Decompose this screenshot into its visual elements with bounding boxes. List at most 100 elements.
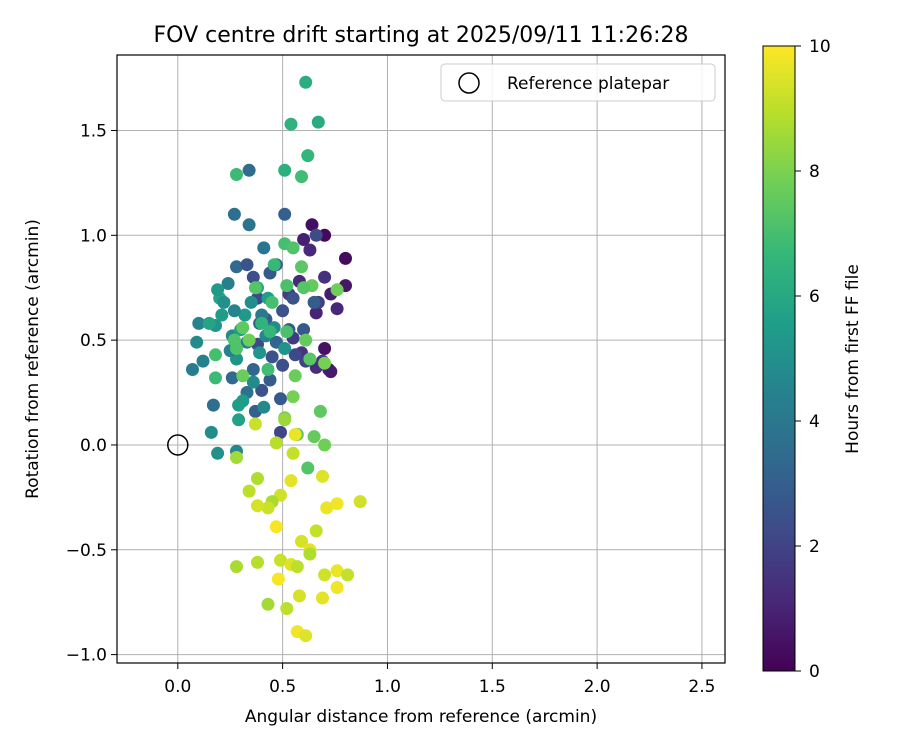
data-point [284,117,298,131]
data-point [261,597,275,611]
data-point [192,316,206,330]
data-point [330,581,344,594]
data-point [230,560,243,574]
data-point [251,555,264,569]
y-tick-label: 1.5 [80,121,107,141]
y-tick-label: 1.0 [80,226,107,246]
data-point [318,342,332,355]
data-point [248,281,262,295]
data-point [221,277,235,290]
data-point [313,404,327,418]
data-point [297,323,311,337]
data-point [330,283,344,297]
plot-frame [116,54,726,664]
data-point [227,207,241,221]
data-point [209,371,222,385]
data-point [295,170,308,184]
data-point [309,524,323,538]
data-point [230,168,243,181]
data-point [288,348,302,362]
data-point [292,589,306,603]
data-point [290,560,304,574]
data-point [284,474,298,488]
data-point [288,428,302,441]
data-point [318,568,332,582]
data-point [280,325,294,339]
data-point [299,75,313,89]
data-point [305,218,319,232]
data-point [190,335,204,349]
data-point [316,591,329,605]
y-tick-label: 0.0 [80,436,107,456]
data-point [255,316,269,330]
data-point [311,115,325,129]
data-point [330,564,344,578]
x-tick-label: 1.5 [479,677,506,697]
data-point [274,553,287,567]
data-point [246,363,260,376]
data-point [278,342,292,355]
legend-marker-reference [458,72,480,94]
colorbar-tick-label: 8 [809,162,820,182]
data-point [303,243,317,257]
data-point [297,233,311,246]
data-point [232,398,246,412]
data-point [309,306,323,320]
data-point [227,304,241,318]
data-point [230,260,243,274]
data-point [309,228,323,242]
data-point [206,398,220,412]
reference-platepar-marker [167,434,189,456]
data-point [211,283,225,297]
data-point [288,369,302,383]
data-point [297,281,311,295]
data-points [186,75,367,643]
data-point [242,333,256,347]
data-point [263,373,277,387]
data-point [211,446,225,460]
data-point [246,375,260,389]
colorbar-tick-label: 2 [809,537,820,557]
legend: Reference platepar [440,63,716,102]
data-point [318,438,332,452]
data-point [196,354,210,368]
grid-lines [117,55,725,663]
x-tick-label: 2.5 [688,677,715,697]
data-point [263,325,277,339]
data-point [242,163,256,177]
data-point [257,241,271,255]
data-point [307,295,321,309]
data-point [251,472,264,485]
data-point [318,356,332,370]
data-point [265,350,279,364]
data-point [353,495,367,509]
data-point [236,369,250,383]
legend-label-reference: Reference platepar [507,74,669,94]
y-tick-label: −0.5 [66,541,107,561]
data-point [217,295,231,309]
data-point [299,333,313,347]
data-point [240,258,254,272]
axis-ticks: 0.0 0.5 1.0 1.5 2.0 2.5 −1.0 −0.5 0.0 0.5 1.0 1.5 [66,121,716,697]
x-tick-label: 0.5 [269,677,296,697]
colorbar-tick-label: 0 [809,662,820,682]
data-point [227,333,241,347]
data-point [230,451,243,464]
data-point [295,260,308,274]
data-point [186,363,199,376]
data-point [330,302,344,316]
data-point [269,436,283,450]
data-point [209,348,222,362]
colorbar-ticks: 0 2 4 6 8 10 [795,37,831,682]
data-point [286,390,300,404]
data-point [278,413,292,427]
data-point [286,291,300,305]
y-axis-label: Rotation from reference (arcmin) [23,219,43,499]
data-point [261,363,275,376]
data-point [242,218,256,232]
colorbar-tick-label: 6 [809,287,820,307]
x-axis-label: Angular distance from reference (arcmin) [245,707,597,727]
colorbar: 0 2 4 6 8 10 Hours from first FF file [762,37,863,682]
data-point [248,417,262,431]
